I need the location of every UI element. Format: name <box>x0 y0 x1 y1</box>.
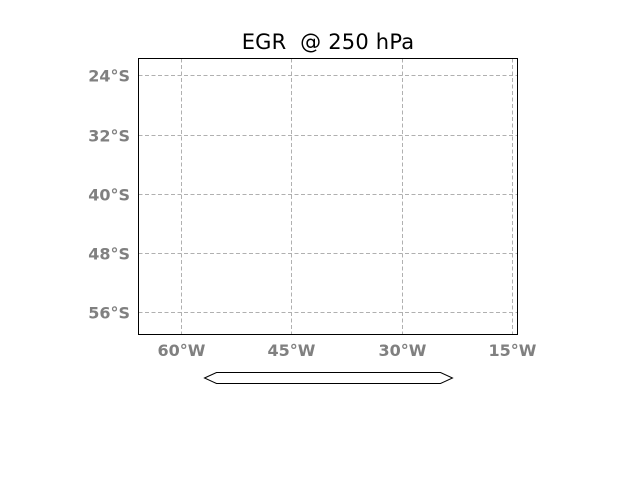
latitude-label: 24°S <box>88 67 130 86</box>
latitude-label: 56°S <box>88 304 130 323</box>
longitude-label: 15°W <box>489 341 537 360</box>
longitude-label: 30°W <box>379 341 427 360</box>
latitude-label: 32°S <box>88 127 130 146</box>
latitude-label: 48°S <box>88 245 130 264</box>
longitude-labels: 60°W 45°W 30°W 15°W <box>158 341 537 360</box>
gridlines <box>138 58 518 335</box>
map-frame <box>138 58 518 335</box>
map-title: EGR @ 250 hPa <box>241 30 415 54</box>
longitude-label: 45°W <box>268 341 316 360</box>
latitude-labels: 24°S 32°S 40°S 48°S 56°S <box>88 67 130 323</box>
longitude-label: 60°W <box>158 341 206 360</box>
latitude-label: 40°S <box>88 186 130 205</box>
colorbar <box>203 372 454 384</box>
